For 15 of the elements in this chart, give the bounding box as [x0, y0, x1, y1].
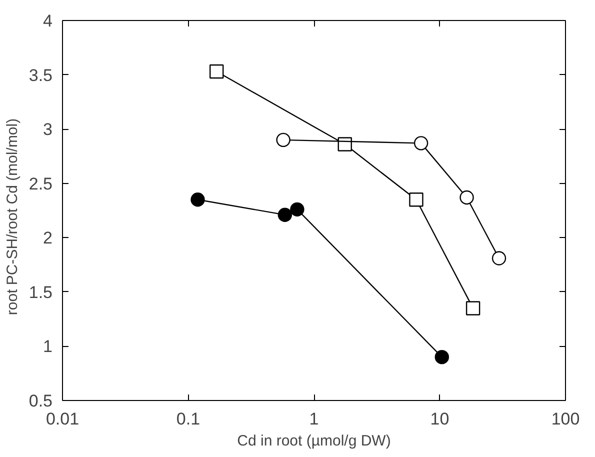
y-tick-label: 3.5 [28, 66, 53, 85]
x-tick-label: 0.01 [46, 410, 80, 428]
x-axis-title: Cd in root (µmol/g DW) [237, 432, 391, 450]
y-tick-label: 0.5 [28, 392, 53, 410]
y-axis-title: root PC-SH/root Cd (mol/mol) [4, 118, 21, 316]
x-tick-label: 10 [430, 410, 450, 428]
y-tick-label: 2.5 [28, 174, 53, 194]
y-tick-label: 2 [43, 228, 53, 248]
y-tick-label: 1 [43, 337, 53, 356]
y-tick-label: 1.5 [28, 282, 53, 302]
x-tick-label: 0.1 [176, 410, 200, 428]
y-tick-label: 4 [43, 12, 53, 30]
y-tick-label: 3 [43, 120, 53, 140]
x-tick-label: 1 [309, 410, 319, 428]
x-tick-label: 100 [551, 410, 580, 428]
